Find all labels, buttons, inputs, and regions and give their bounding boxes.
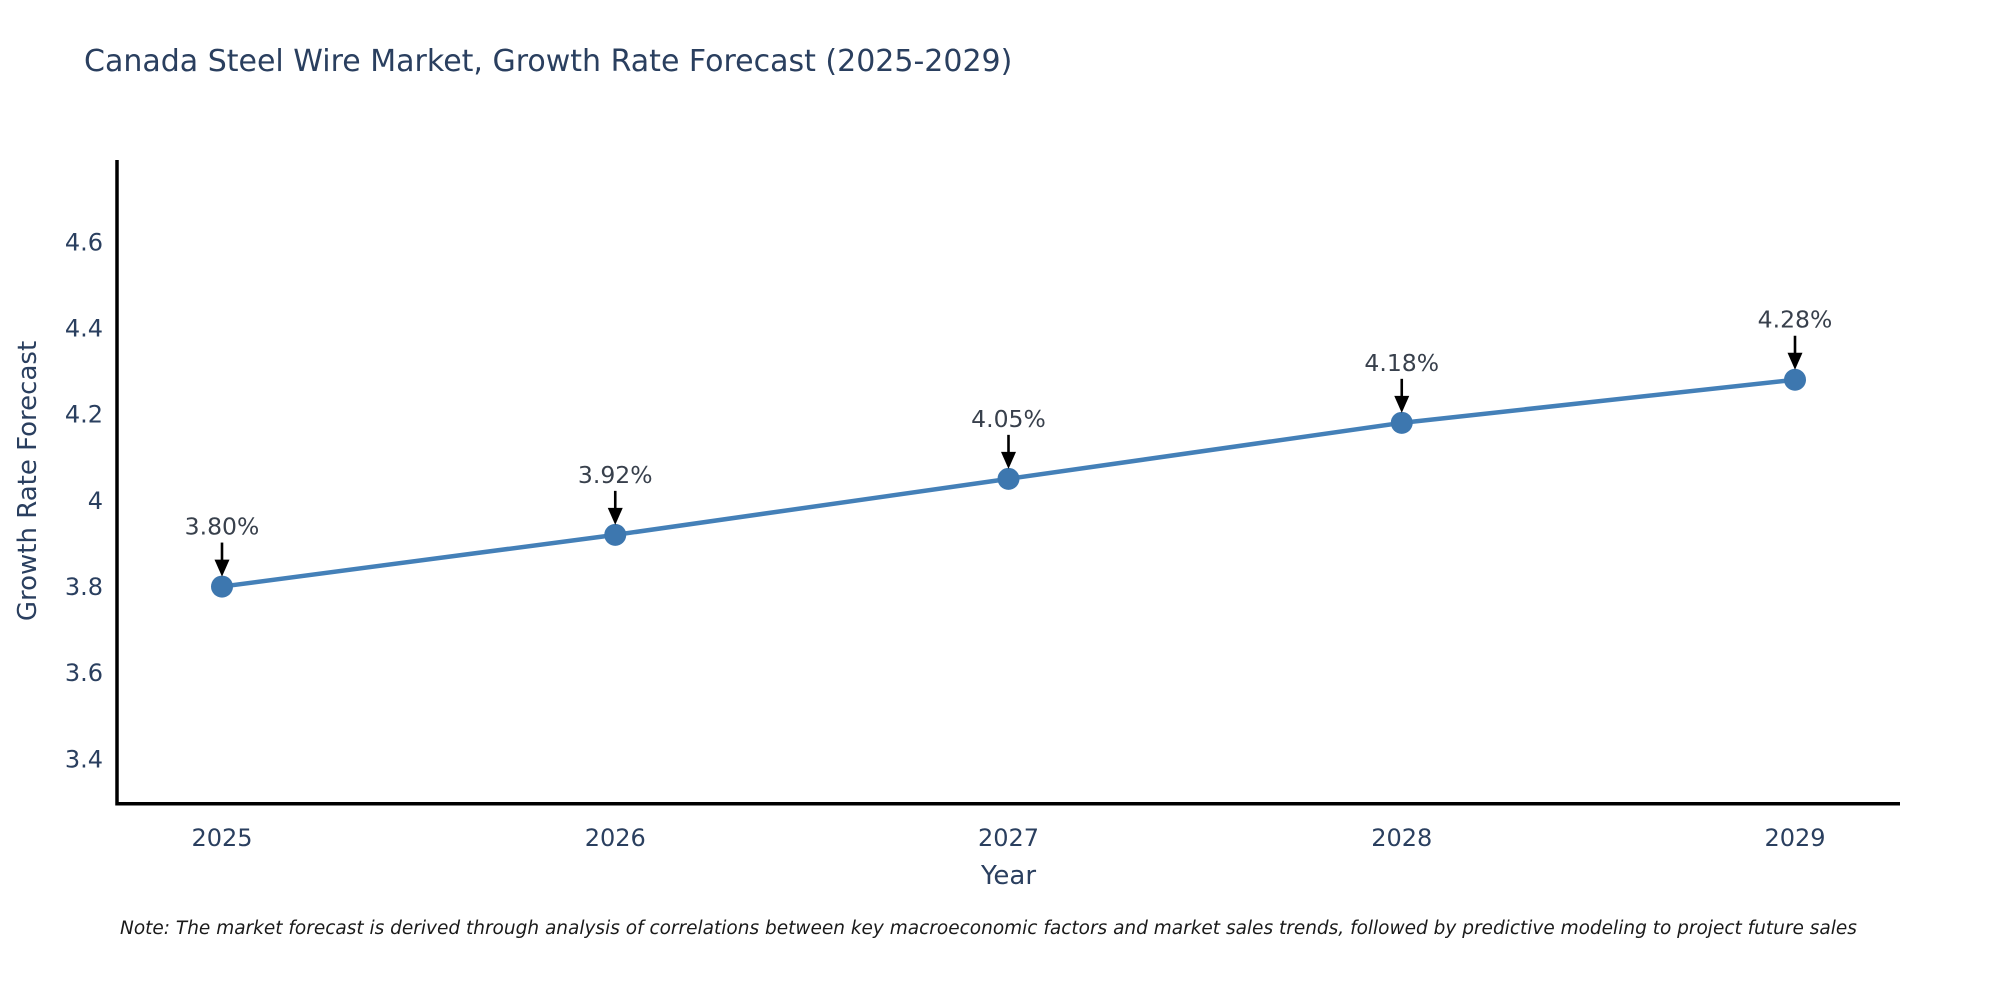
annotation-arrow-head (1394, 395, 1410, 413)
plot-axis-line (115, 160, 1900, 806)
y-axis-tick-label: 3.8 (65, 573, 103, 601)
x-axis-tick-label: 2029 (1764, 824, 1825, 852)
data-point-marker (1784, 368, 1806, 391)
annotation-label: 4.18% (1364, 349, 1439, 377)
data-point-marker (1390, 411, 1413, 434)
x-axis-tick-label: 2027 (978, 824, 1039, 852)
y-axis-title: Growth Rate Forecast (13, 341, 43, 621)
y-axis-tick-label: 3.4 (65, 745, 103, 773)
annotation-arrow-head (1787, 352, 1803, 370)
annotation-label: 4.05% (971, 405, 1046, 433)
chart-title: Canada Steel Wire Market, Growth Rate Fo… (84, 44, 1013, 79)
data-point-marker (997, 467, 1020, 490)
y-axis-tick-label: 4 (88, 487, 103, 515)
x-axis-tick-label: 2025 (191, 824, 252, 852)
x-axis-tick-label: 2026 (585, 824, 646, 852)
annotation-arrow-head (1001, 451, 1016, 469)
annotation-label: 3.80% (185, 513, 260, 541)
x-axis-title: Year (980, 861, 1036, 891)
x-axis-tick-label: 2028 (1371, 824, 1432, 852)
y-axis-tick-label: 4.2 (65, 401, 103, 429)
annotation-arrow-head (214, 559, 230, 577)
annotation-label: 3.92% (578, 461, 653, 489)
annotation-label: 4.28% (1758, 306, 1833, 334)
y-axis-tick-label: 3.6 (65, 659, 103, 687)
y-axis-tick-label: 4.6 (65, 228, 103, 256)
footnote: Note: The market forecast is derived thr… (120, 918, 1857, 939)
data-point-marker (604, 523, 627, 546)
data-point-marker (211, 575, 233, 598)
y-axis-tick-label: 4.4 (65, 315, 103, 343)
annotation-arrow-head (607, 507, 623, 525)
